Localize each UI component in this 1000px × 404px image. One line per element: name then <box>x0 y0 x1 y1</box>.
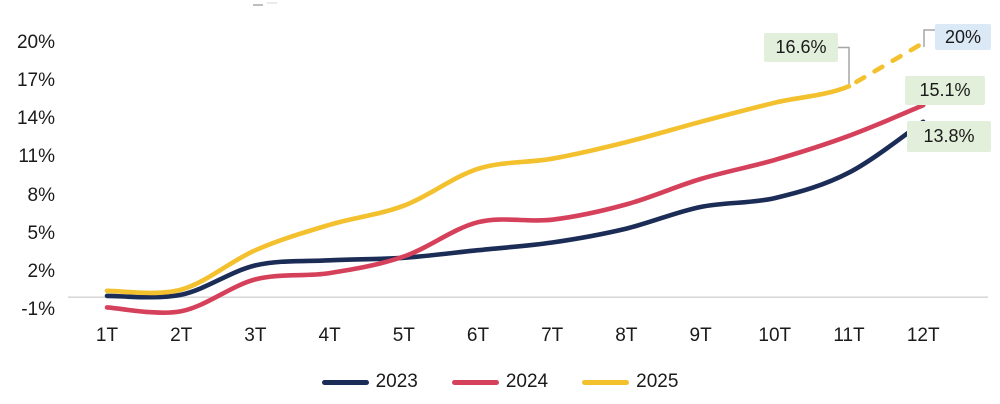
legend-item-2024: 2024 <box>451 371 549 393</box>
x-tick-label: 7T <box>541 325 564 346</box>
y-tick-label: 5% <box>27 222 55 244</box>
legend-label-2023: 2023 <box>375 371 418 392</box>
y-tick-label: 17% <box>16 70 55 92</box>
cropped-text-artifact <box>253 4 263 6</box>
x-tick-label: 3T <box>244 325 267 346</box>
x-tick-label: 4T <box>318 325 341 346</box>
legend-label-2024: 2024 <box>505 371 549 392</box>
series-line-2025 <box>104 83 852 296</box>
legend: 2023 2024 2025 <box>0 371 1000 393</box>
x-tick-label: 11T <box>833 325 865 346</box>
series-line-2024 <box>104 103 926 315</box>
x-tick-label: 1T <box>95 325 119 346</box>
connector-20 <box>923 29 935 47</box>
connector-16-6 <box>838 46 850 84</box>
legend-item-2023: 2023 <box>321 371 418 393</box>
y-tick-label: -1% <box>21 298 55 320</box>
x-tick-label: 12T <box>906 325 940 346</box>
y-tick-label: 8% <box>27 184 55 206</box>
x-tick-label: 5T <box>392 325 415 346</box>
x-tick-label: 9T <box>689 325 712 346</box>
y-tick-label: 2% <box>27 260 55 282</box>
data-callout-2024-12T: 15.1% <box>905 76 985 105</box>
data-callout-2025-11T: 16.6% <box>764 33 838 62</box>
series-line-2023 <box>104 119 926 300</box>
data-callout-2025-12T: 20% <box>935 24 991 50</box>
legend-item-2025: 2025 <box>582 371 678 393</box>
y-tick-label: 20% <box>16 32 55 53</box>
x-tick-label: 6T <box>466 325 490 346</box>
y-tick-label: 11% <box>18 146 55 168</box>
legend-label-2025: 2025 <box>636 371 679 392</box>
y-tick-label: 14% <box>16 108 55 130</box>
legend-swatch-2025-line <box>582 379 630 385</box>
x-tick-label: 10T <box>758 325 792 346</box>
legend-swatch-2023-line <box>321 379 369 385</box>
x-tick-label: 2T <box>170 325 193 346</box>
x-tick-label: 8T <box>615 325 638 346</box>
data-callout-2023-12T: 13.8% <box>907 121 991 152</box>
legend-swatch-2024-line <box>451 379 499 385</box>
